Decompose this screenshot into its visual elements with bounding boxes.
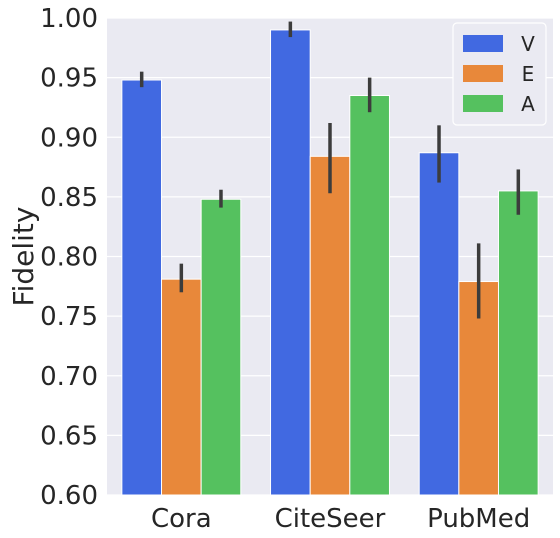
x-tick-label: Cora	[151, 504, 212, 534]
y-tick-label: 0.75	[40, 302, 98, 332]
y-tick-label: 0.90	[40, 123, 98, 153]
legend-label: V	[521, 32, 535, 56]
y-tick-label: 1.00	[40, 4, 98, 34]
bar-citeseer-v	[270, 29, 311, 496]
y-tick-label: 0.70	[40, 362, 98, 392]
legend-label: E	[522, 62, 535, 86]
legend-swatch	[463, 95, 503, 112]
legend-swatch	[463, 35, 503, 52]
y-tick-label: 0.60	[40, 481, 98, 511]
bar-citeseer-e	[309, 155, 351, 496]
legend-swatch	[463, 65, 503, 82]
x-tick-label: CiteSeer	[275, 504, 386, 534]
y-tick-label: 0.85	[40, 183, 98, 213]
bar-cora-e	[161, 278, 202, 496]
y-axis-label: Fidelity	[7, 207, 40, 307]
y-tick-label: 0.95	[40, 64, 98, 94]
y-tick-labels: 0.60 0.65 0.70 0.75 0.80 0.85 0.90 0.95 1.00	[40, 4, 98, 511]
bar-citeseer-a	[349, 95, 390, 496]
bar-cora-a	[200, 198, 242, 496]
y-tick-label: 0.65	[40, 421, 98, 451]
bar-pubmed-v	[418, 152, 460, 496]
bar-cora-v	[121, 79, 163, 496]
x-tick-label: PubMed	[427, 504, 530, 534]
bar-pubmed-a	[497, 190, 539, 496]
error-bars	[139, 21, 521, 319]
x-tick-labels: Cora CiteSeer PubMed	[151, 504, 530, 534]
bars	[121, 29, 539, 496]
legend: VEA	[452, 22, 547, 126]
legend-label: A	[521, 92, 535, 116]
y-tick-label: 0.80	[40, 243, 98, 273]
